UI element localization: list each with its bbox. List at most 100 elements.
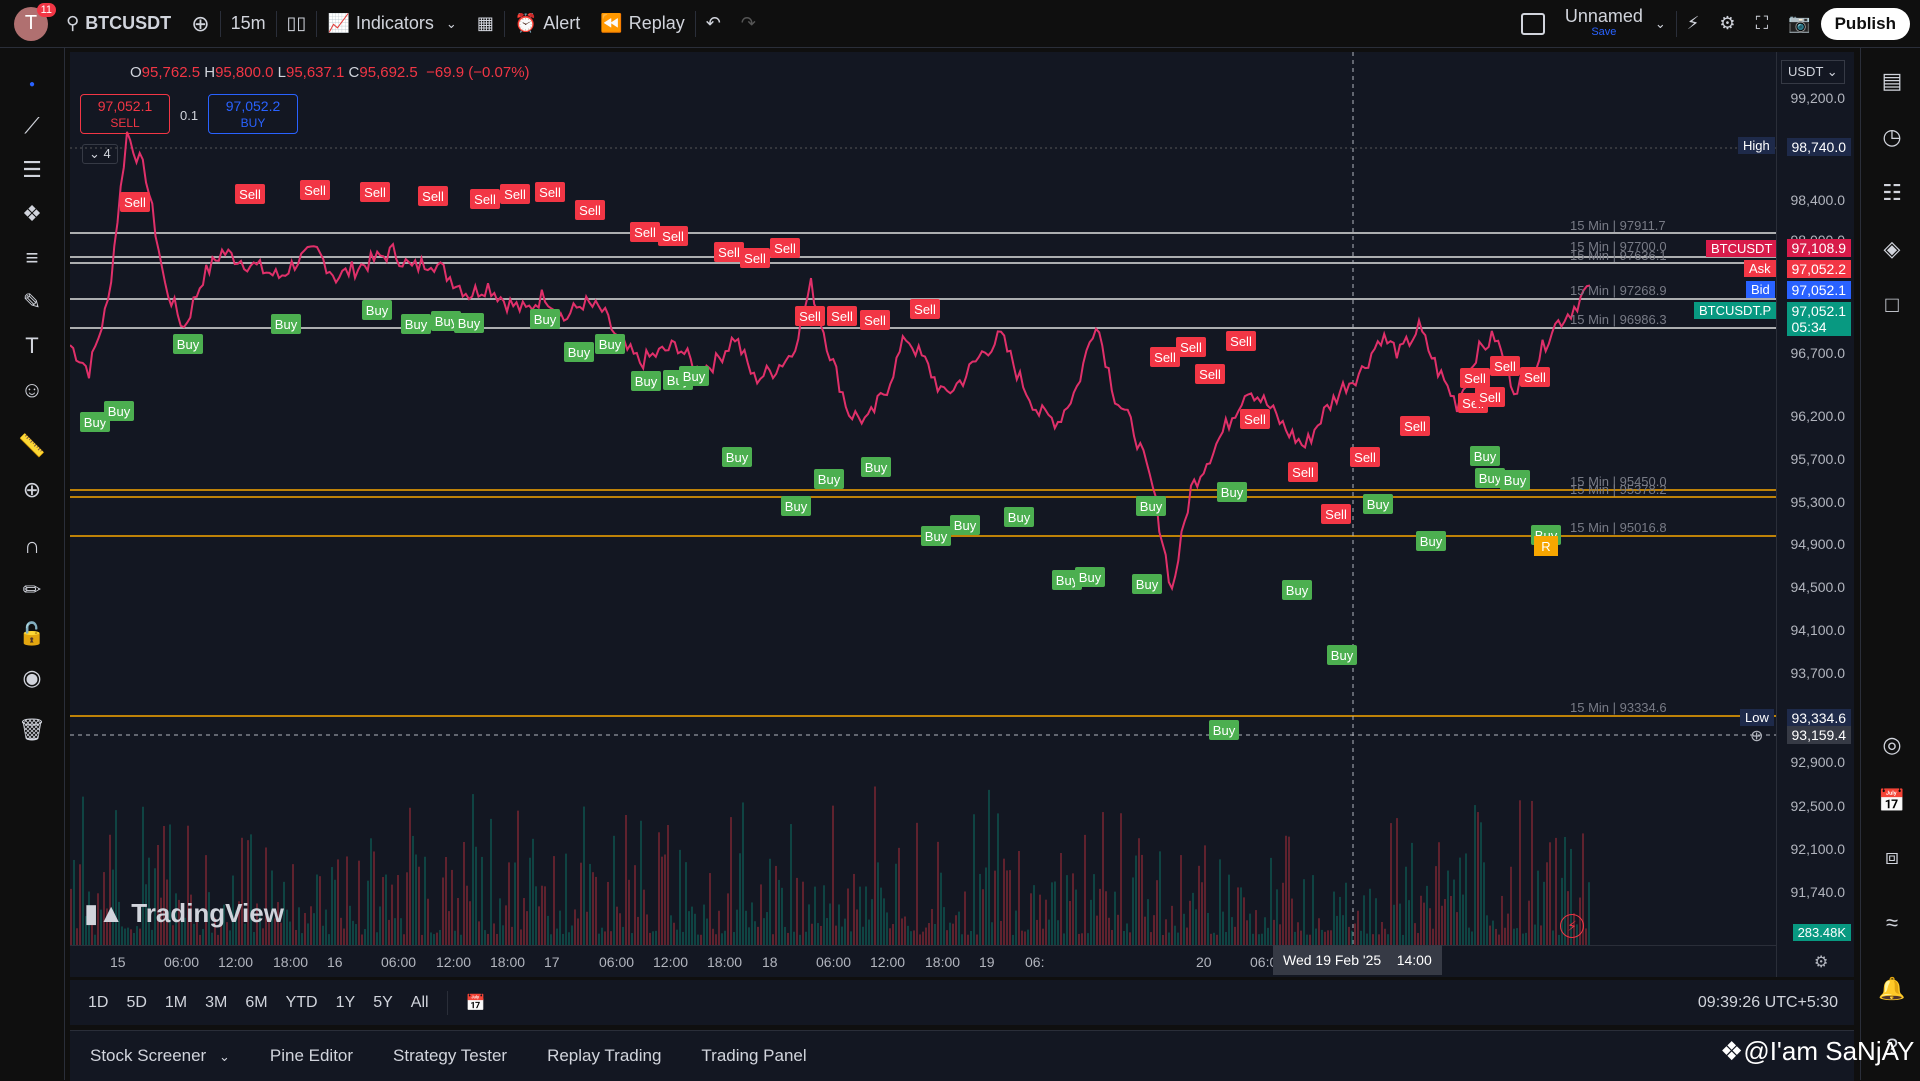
svg-text:Sell: Sell <box>504 187 526 202</box>
snapshot-button[interactable]: 📷 <box>1778 0 1820 47</box>
zoom-icon[interactable]: ⊕ <box>22 477 42 502</box>
lock-drawing-icon[interactable]: ✏ <box>22 577 42 602</box>
object-tree-icon[interactable]: ☷ <box>1882 180 1902 205</box>
calendar-icon[interactable]: 📅 <box>1878 788 1906 813</box>
volume-bar <box>586 911 588 945</box>
range-1m[interactable]: 1M <box>164 993 188 1011</box>
ruler-icon[interactable]: 📏 <box>18 433 46 458</box>
forecast-icon[interactable]: ≡ <box>25 245 39 270</box>
volume-bar <box>1402 934 1404 945</box>
volume-bar <box>1144 916 1146 945</box>
svg-text:Sell: Sell <box>662 229 684 244</box>
alert-button[interactable]: ⏰ Alert <box>514 13 581 33</box>
broadcast-icon[interactable]: ≈ <box>1885 910 1899 935</box>
volume-bar <box>1087 933 1089 945</box>
tab-pine-editor[interactable]: Pine Editor <box>269 1046 354 1065</box>
volume-bar <box>82 796 84 945</box>
pattern-icon[interactable]: ❖ <box>22 201 42 226</box>
layout-menu[interactable]: Unnamed Save ⌄ <box>1511 0 1676 47</box>
range-1d[interactable]: 1D <box>88 993 109 1011</box>
quick-search-button[interactable]: ⚡ <box>1677 0 1710 47</box>
chat-icon[interactable]: □ <box>1885 292 1899 317</box>
price-axis[interactable]: USDT ⌄ 99,200.0 98,400.0 98,000.0 96,700… <box>1776 52 1854 977</box>
goto-date-calendar-icon[interactable]: 📅 <box>465 994 486 1012</box>
svg-text:Sell: Sell <box>831 309 853 324</box>
currency-select[interactable]: USDT ⌄ <box>1781 60 1845 84</box>
range-1y[interactable]: 1Y <box>335 993 356 1011</box>
sell-button[interactable]: 97,052.1 SELL <box>80 94 170 134</box>
tab-replay-trading[interactable]: Replay Trading <box>547 1046 662 1065</box>
volume-bar <box>1570 848 1572 945</box>
layers-icon[interactable]: ◈ <box>1883 236 1901 261</box>
trend-line-icon[interactable]: ⟋ <box>24 113 40 138</box>
svg-text:Buy: Buy <box>405 317 428 332</box>
sell-signal: Sell <box>1475 387 1505 407</box>
chart-pane[interactable]: Sell Sell Sell Sell Sell Sell Sell Sell Sell Sell… <box>70 52 1854 977</box>
range-bar: 1D 5D 1M 3M 6M YTD 1Y 5Y All 📅 09:39:26 … <box>70 980 1854 1025</box>
emoji-icon[interactable]: ☺ <box>20 377 44 402</box>
tab-stock-screener[interactable]: Stock Screener ⌄ <box>90 1046 230 1065</box>
indicators-toggle[interactable]: ⌄ 4 <box>82 144 118 164</box>
volume-bar <box>499 898 501 945</box>
volume-bar <box>343 928 345 945</box>
axis-settings-gear-icon[interactable]: ⚙ <box>1814 954 1829 971</box>
volume-bar <box>1390 823 1392 945</box>
volume-bar <box>424 856 426 945</box>
text-icon[interactable]: T <box>25 333 39 358</box>
volume-bar <box>313 913 315 945</box>
range-6m[interactable]: 6M <box>245 993 268 1011</box>
tab-strategy-tester[interactable]: Strategy Tester <box>393 1046 508 1065</box>
add-alert-plus-icon[interactable]: ⊕ <box>1750 728 1764 745</box>
lightning-event-icon[interactable]: ⚡ <box>1560 914 1584 938</box>
chart-type-button[interactable]: ▯▯ <box>277 0 317 47</box>
indicators-button[interactable]: 📈 Indicators ⌄ <box>327 13 457 33</box>
order-qty[interactable]: 0.1 <box>180 108 199 123</box>
magnet-icon[interactable]: ∩ <box>24 533 40 558</box>
svg-text:Buy: Buy <box>635 374 658 389</box>
volume-bar <box>319 876 321 945</box>
svg-text:Sell: Sell <box>239 187 261 202</box>
sell-signal: Sell <box>795 306 825 326</box>
compare-button[interactable]: ⊕ <box>181 0 219 47</box>
range-ytd[interactable]: YTD <box>285 993 318 1011</box>
brush-icon[interactable]: ✎ <box>22 289 42 314</box>
cursor-dot-icon[interactable]: ● <box>28 78 36 90</box>
tab-trading-panel[interactable]: Trading Panel <box>701 1046 807 1065</box>
alerts-clock-icon[interactable]: ◷ <box>1882 124 1902 149</box>
watchlist-icon[interactable]: ▤ <box>1881 68 1903 93</box>
undo-button[interactable]: ↶ <box>696 0 731 47</box>
layouts-button[interactable]: ▦ <box>467 0 504 47</box>
time-axis[interactable]: 15 06:00 12:00 18:00 16 06:00 12:00 18:00 17 06:0… <box>70 945 1776 977</box>
volume-bar <box>1006 870 1008 945</box>
divider <box>446 990 448 1015</box>
pine-icon[interactable]: ⧈ <box>1885 844 1899 869</box>
buy-button[interactable]: 97,052.2 BUY <box>208 94 298 134</box>
last-price: 97,108.9 <box>1786 239 1851 257</box>
sell-signal: Sell <box>658 226 688 246</box>
range-3m[interactable]: 3M <box>205 993 228 1011</box>
bell-icon[interactable]: 🔔 <box>1878 976 1906 1001</box>
range-5d[interactable]: 5D <box>126 993 147 1011</box>
publish-button[interactable]: Publish <box>1820 7 1910 40</box>
volume-bar <box>667 825 669 945</box>
lock-icon[interactable]: 🔓 <box>18 621 46 646</box>
range-all[interactable]: All <box>410 993 429 1011</box>
fullscreen-button[interactable]: ⛶ <box>1746 0 1779 47</box>
user-avatar[interactable]: T 11 <box>14 2 56 41</box>
volume-bar <box>334 879 336 945</box>
range-5y[interactable]: 5Y <box>373 993 393 1011</box>
buy-signal: Buy <box>1327 645 1357 665</box>
trash-icon[interactable]: 🗑 <box>18 717 46 742</box>
fib-lines-icon[interactable]: ☰ <box>22 157 42 182</box>
symbol-search[interactable]: ⚲ BTCUSDT <box>66 13 172 33</box>
settings-button[interactable]: ⚙ <box>1709 0 1745 47</box>
help-icon[interactable]: ? <box>1885 1034 1899 1059</box>
target-icon[interactable]: ◎ <box>1882 732 1902 757</box>
eye-icon[interactable]: ◉ <box>22 665 42 690</box>
volume-bar <box>112 869 114 945</box>
clock[interactable]: 09:39:26 UTC+5:30 <box>1697 993 1838 1011</box>
replay-button[interactable]: ⏪ Replay <box>600 13 685 33</box>
interval-button[interactable]: 15m <box>230 13 266 33</box>
redo-button[interactable]: ↷ <box>731 0 766 47</box>
volume-bar <box>532 838 534 945</box>
